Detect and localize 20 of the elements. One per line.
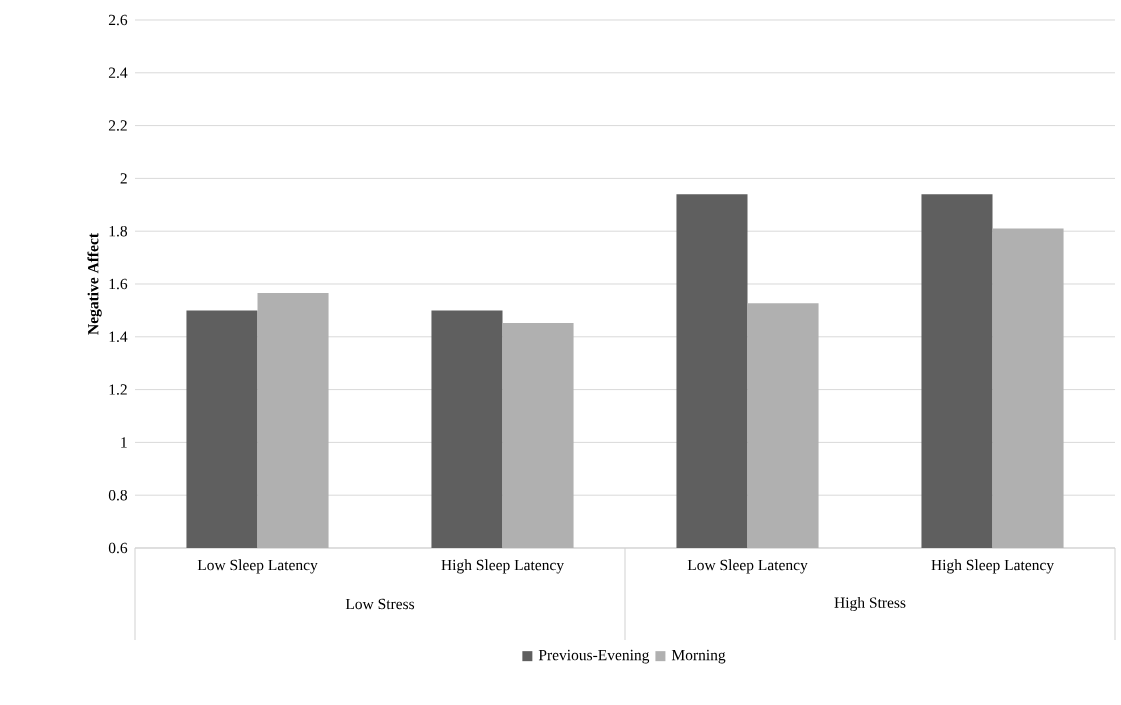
x-tick-label: Low Sleep Latency: [197, 559, 318, 574]
y-tick-label: 1.2: [109, 384, 127, 395]
y-tick-label: 1: [121, 437, 127, 448]
y-tick-label: 1.4: [109, 331, 128, 343]
y-axis-title: Negative Affect: [87, 233, 102, 335]
x-tick-label: Low Sleep Latency: [687, 559, 808, 574]
x-tick-label: High Sleep Latency: [441, 559, 565, 574]
y-tick-label: 2.4: [108, 67, 128, 79]
y-tick-label: 0.8: [108, 489, 128, 501]
x-tick-label: High Sleep Latency: [931, 559, 1055, 574]
y-tick-label: 2.6: [108, 14, 128, 26]
text: High Stress: [834, 596, 906, 612]
y-tick-label: 1.8: [109, 225, 128, 237]
y-tick-label: 0.6: [108, 542, 128, 554]
legend-label: Previous-Evening: [538, 649, 650, 664]
y-tick-label: 2.2: [108, 120, 127, 131]
y-tick-label: 1.6: [109, 278, 128, 290]
y-tick-label: 2: [120, 173, 127, 184]
text: Low Stress: [345, 598, 415, 610]
legend-label: Morning: [671, 649, 726, 664]
